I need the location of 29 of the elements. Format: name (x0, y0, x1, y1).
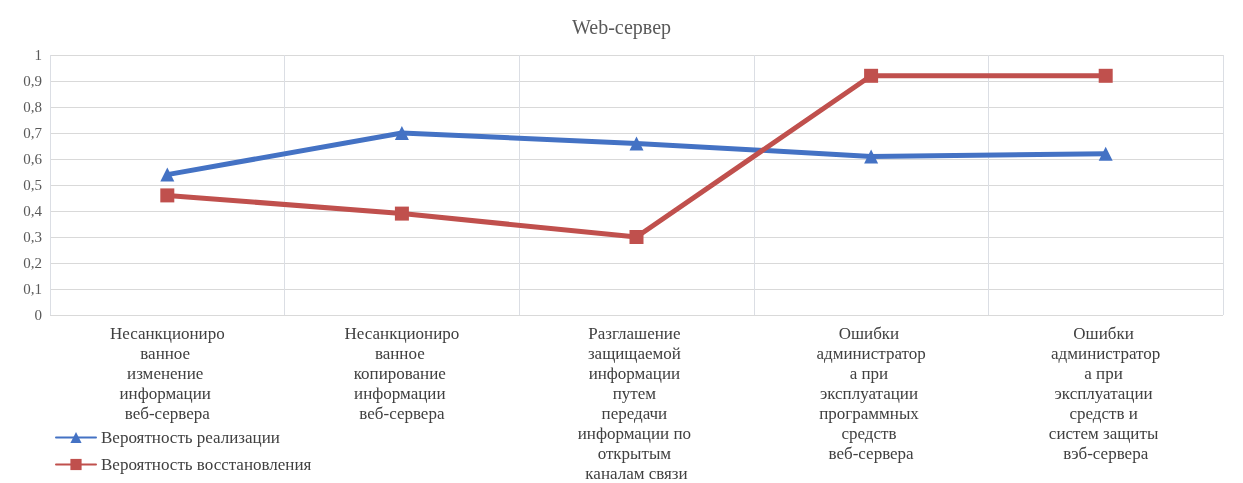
y-tick-label: 0,6 (23, 151, 43, 167)
y-tick-label: 0,1 (23, 281, 42, 297)
x-tick-label: Несанкционированное копирование информации веб-сервера (344, 323, 460, 423)
y-tick-label: 0 (34, 307, 42, 323)
x-tick-label: Ошибки администратора при эксплуатации средств и систем защиты вэб-сервера (1048, 323, 1163, 463)
point (394, 126, 409, 140)
point (160, 188, 175, 203)
x-tick-label: Ошибки администратора при эксплуатации программных средств веб-сервера (816, 323, 926, 463)
y-tick-label: 0,9 (23, 73, 42, 89)
point (629, 136, 644, 151)
point (1098, 146, 1113, 161)
point (864, 149, 879, 164)
y-tick-label: 0,5 (23, 177, 42, 193)
y-tick-label: 1 (34, 47, 42, 63)
x-tick-label: Несанкционированное изменение информации веб-сервера (109, 323, 225, 423)
y-tick-label: 0,2 (23, 255, 42, 271)
legend-label: Вероятность восстановления (101, 455, 312, 474)
point (1098, 68, 1113, 83)
y-tick-label: 0,4 (23, 203, 43, 219)
point (394, 206, 409, 221)
legend-label: Вероятность реализации (101, 428, 280, 447)
y-tick-label: 0,7 (23, 125, 43, 141)
point (160, 167, 175, 182)
y-tick-label: 0,3 (23, 229, 42, 245)
point (864, 68, 879, 83)
chart-title: Web-сервер (571, 16, 672, 39)
x-tick-label: Разглашение защищаемой информации путем передачи информации по открытым каналам связи (577, 323, 696, 483)
point (629, 230, 644, 244)
y-tick-label: 0,8 (23, 99, 42, 115)
